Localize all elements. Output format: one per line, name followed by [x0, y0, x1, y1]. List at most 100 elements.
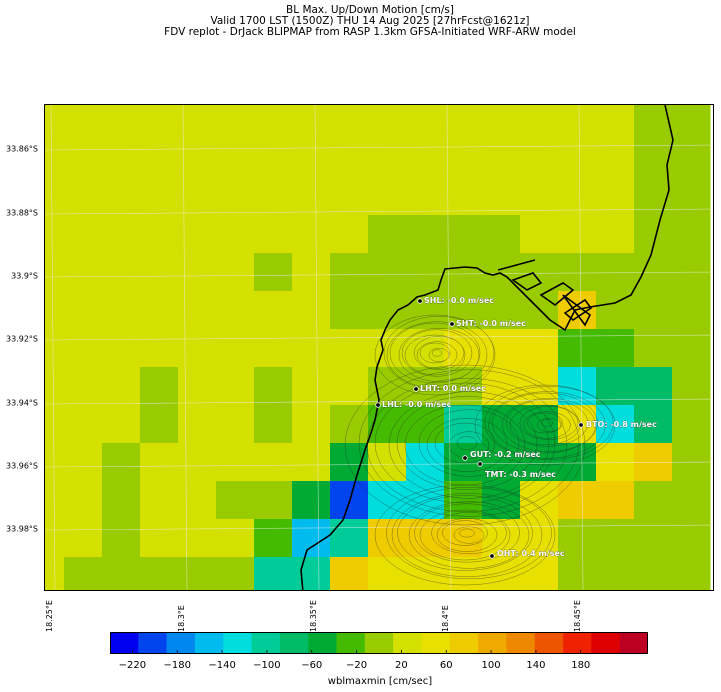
grid-cell — [482, 177, 521, 216]
grid-cell — [634, 291, 673, 330]
grid-cell — [634, 481, 673, 520]
grid-cell — [520, 139, 559, 178]
site-dot-tmt — [477, 461, 483, 467]
contour-line — [413, 336, 465, 370]
grid-cell — [178, 177, 217, 216]
title-line-3: FDV replot - DrJack BLIPMAP from RASP 1.… — [164, 26, 576, 38]
grid-cell — [482, 405, 521, 444]
grid-cell — [558, 215, 597, 254]
contour-line — [527, 412, 563, 434]
grid-cell — [368, 105, 407, 140]
grid-cell — [102, 405, 141, 444]
grid-cell — [596, 139, 635, 178]
grid-cell — [368, 557, 407, 590]
site-dot-shl — [417, 298, 423, 304]
colorbar-swatch — [138, 632, 167, 654]
grid-cell — [330, 367, 369, 406]
colorbar-swatch — [110, 632, 139, 654]
grid-cell — [330, 519, 369, 558]
contour-line — [389, 322, 481, 384]
grid-cell — [482, 105, 521, 140]
colorbar-swatch — [336, 632, 366, 654]
site-dot-gut — [462, 455, 468, 461]
contour-line — [448, 431, 490, 459]
grid-cell — [368, 253, 407, 292]
grid-cell — [596, 519, 635, 558]
contour-line — [383, 316, 495, 390]
grid-cell — [672, 291, 711, 330]
lat-label: 33.98°S — [6, 524, 38, 534]
grid-cell — [64, 253, 103, 292]
grid-cell — [634, 329, 673, 368]
lon-label: 18.3°E — [177, 605, 186, 632]
contour-line — [419, 342, 451, 364]
grid-cell — [254, 367, 293, 406]
grid-cell — [45, 291, 65, 330]
contour-line — [404, 334, 466, 376]
grid-cell — [64, 177, 103, 216]
grid-cell — [444, 105, 483, 140]
contour-line — [436, 518, 498, 552]
lat-label: 33.96°S — [6, 461, 38, 471]
grid-cell — [178, 405, 217, 444]
grid-cell — [406, 405, 445, 444]
contour-line — [418, 409, 520, 477]
grid-cell — [672, 367, 711, 406]
grid-cell — [368, 367, 407, 406]
grid-cell — [558, 519, 597, 558]
grid-cell — [140, 557, 179, 590]
grid-cell — [292, 481, 331, 520]
grid-cell — [216, 291, 255, 330]
site-label-sht: SHT: -0.0 m/sec — [456, 319, 526, 328]
grid-cell — [254, 329, 293, 368]
grid-cell — [406, 215, 445, 254]
grid-cell — [140, 215, 179, 254]
grid-cell — [520, 177, 559, 216]
grid-cell — [482, 215, 521, 254]
grid-cell — [444, 481, 483, 520]
grid-cell — [102, 443, 141, 482]
grid-cell — [216, 481, 255, 520]
lat-label: 33.86°S — [6, 144, 38, 154]
colorbar-tick-label: −20 — [346, 660, 368, 671]
grid-cell — [64, 443, 103, 482]
grid-cell — [140, 443, 179, 482]
colorbar-tick-label: 100 — [481, 660, 501, 671]
grid-cell — [406, 367, 445, 406]
grid-cell — [64, 291, 103, 330]
contour-line — [414, 503, 520, 563]
grid-cell — [178, 481, 217, 520]
grid-cell — [672, 405, 711, 444]
grid-cell — [672, 557, 711, 590]
grid-cell — [216, 329, 255, 368]
colorbar-swatch — [563, 632, 592, 654]
grid-cell — [64, 139, 103, 178]
grid-cell — [558, 177, 597, 216]
grid-cell — [672, 105, 711, 140]
site-label-shl: SHL: -0.0 m/sec — [424, 296, 494, 305]
grid-cell — [444, 253, 483, 292]
grid-cell — [45, 443, 65, 482]
grid-cell — [178, 367, 217, 406]
grid-cell — [368, 139, 407, 178]
grid-cell — [45, 215, 65, 254]
grid-cell — [596, 291, 635, 330]
grid-cell — [330, 557, 369, 590]
grid-cell — [178, 443, 217, 482]
contour-line — [431, 511, 507, 555]
contour-line — [484, 386, 614, 460]
colorbar-tick-label: −220 — [118, 660, 147, 671]
contour-line — [505, 399, 589, 447]
grid-cell — [634, 405, 673, 444]
grid-cell — [368, 443, 407, 482]
grid-cell — [482, 481, 521, 520]
colorbar-swatch — [421, 632, 451, 654]
grid-cell — [330, 105, 369, 140]
grid-cells — [45, 105, 711, 590]
colorbar-tick-label: 140 — [526, 660, 546, 671]
grid-cell — [254, 557, 293, 590]
grid-cell — [140, 367, 179, 406]
grid-cell — [634, 139, 673, 178]
terrain-contours — [344, 314, 616, 586]
grid-cell — [292, 557, 331, 590]
